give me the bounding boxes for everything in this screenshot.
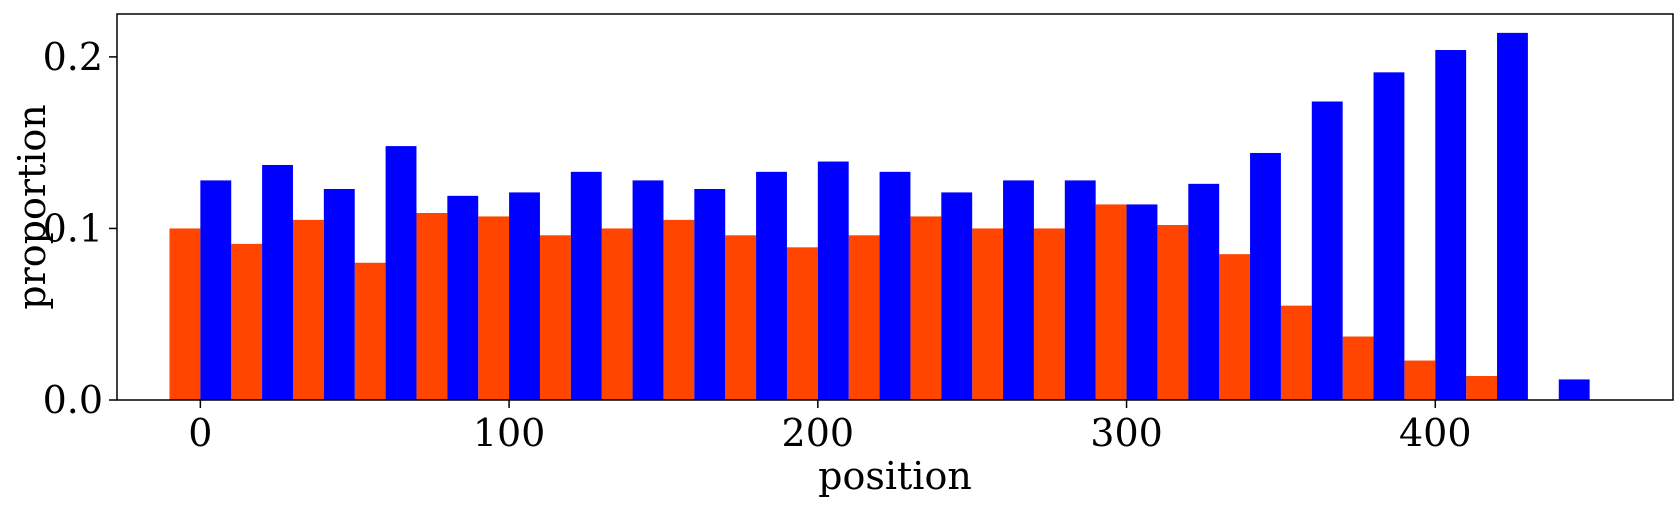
y-axis-title: proportion [10,104,54,310]
bar-series1-380 [1342,336,1374,400]
x-tick-label: 300 [1090,411,1163,455]
bar-series1-200 [786,247,818,400]
bar-series2-80 [447,195,479,400]
bar-series2-360 [1311,101,1343,400]
bar-series2-340 [1250,152,1281,400]
y-tick-label: 0.2 [43,35,103,79]
bar-series2-420 [1497,32,1528,400]
bar-series1-300 [1095,204,1127,400]
bar-series2-0 [200,180,232,400]
bar-series1-220 [848,235,880,400]
bar-series2-220 [879,171,911,400]
bar-series1-340 [1219,254,1251,400]
bar-series1-80 [416,213,448,400]
bar-series2-40 [323,188,355,400]
bar-series2-380 [1373,72,1405,400]
bar-series2-20 [262,164,293,400]
bar-series1-40 [292,219,324,400]
bar-series1-20 [231,243,263,400]
x-axis: 0 100 200 300 400 [188,400,1472,455]
bar-series1-260 [972,228,1004,400]
y-axis: 0.0 0.1 0.2 [43,35,117,422]
bar-series2-180 [756,171,787,400]
bar-series1-140 [601,228,633,400]
bar-series2-260 [1003,180,1034,400]
bars-layer [169,32,1590,400]
bar-series2-300 [1126,204,1158,400]
x-axis-title: position [818,454,972,498]
x-tick-label: 400 [1399,411,1472,455]
bar-series1-240 [910,216,942,400]
y-tick-label: 0.1 [43,206,103,250]
y-tick-label: 0.0 [43,378,103,422]
plot-frame [116,13,1674,401]
bar-series1-180 [725,235,757,400]
x-tick-label: 0 [188,411,212,455]
bar-series2-140 [632,180,664,400]
bar-series2-100 [509,192,540,400]
bar-series2-120 [570,171,602,400]
bar-series1-60 [354,262,386,400]
bar-series1-160 [663,219,695,400]
bar-series1-280 [1033,228,1065,400]
bar-series2-160 [694,188,726,400]
bar-series2-320 [1188,183,1220,400]
bar-series2-200 [817,161,849,400]
bar-series2-400 [1435,50,1467,400]
bar-series2-280 [1064,180,1096,400]
bar-series2-60 [385,146,417,400]
bar-series1-420 [1466,375,1498,400]
bar-series2-240 [941,192,973,400]
bar-series1-400 [1404,360,1436,400]
bar-series2-440 [1558,379,1590,400]
bar-series1-0 [169,228,201,400]
bar-series1-360 [1280,305,1312,400]
bar-series1-100 [478,216,510,400]
bar-series1-320 [1157,225,1189,400]
bar-series1-120 [539,235,571,400]
x-tick-label: 100 [473,411,546,455]
x-tick-label: 200 [782,411,855,455]
